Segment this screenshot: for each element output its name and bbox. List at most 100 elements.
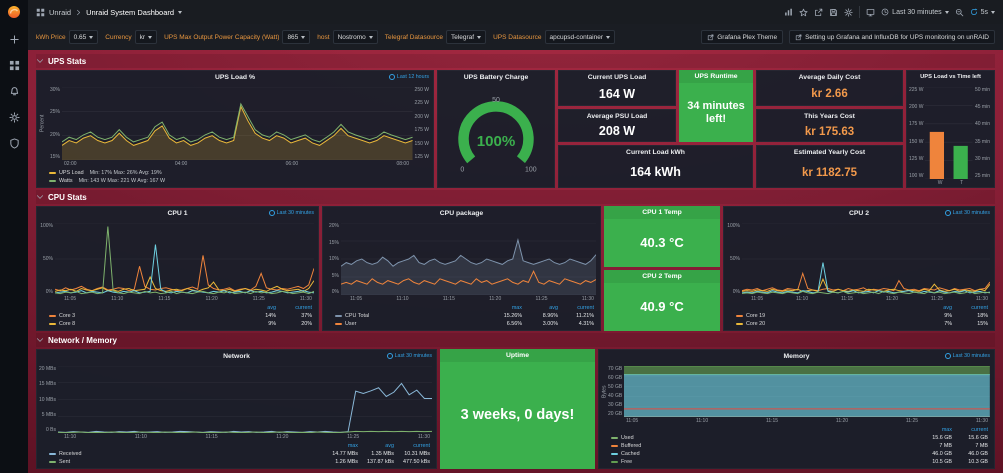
legend-column-header[interactable]: current	[413, 443, 430, 449]
y-tick: 10 MBs	[39, 396, 56, 403]
row-header-network-memory[interactable]: Network / Memory	[36, 333, 995, 347]
panel-title[interactable]: Current UPS Load	[587, 74, 647, 81]
legend-item[interactable]: Buffered 7 MB 7 MB	[611, 442, 988, 450]
row-header-ups-stats[interactable]: UPS Stats	[36, 54, 995, 68]
legend-value: 14%	[265, 313, 276, 319]
x-tick: 11:20	[885, 296, 899, 302]
panel-title[interactable]: UPS Load vs Time left	[920, 74, 981, 80]
legend-value: 1.26 MBs	[335, 459, 358, 465]
panel-title[interactable]: This Years Cost	[804, 113, 855, 120]
save-icon[interactable]	[829, 8, 838, 17]
sidebar-item-create[interactable]	[0, 28, 28, 50]
legend-item[interactable]: CPU Total 15.26% 8.96% 11.21%	[335, 312, 594, 320]
y-tick: 225 W	[414, 100, 429, 107]
y-tick: 15 MBs	[39, 381, 56, 388]
legend-item[interactable]: Free 10.5 GB 10.3 GB	[611, 458, 988, 466]
share-icon[interactable]	[814, 8, 823, 17]
panel-title[interactable]: Current Load kWh	[626, 149, 685, 156]
link-grafana-plex-theme[interactable]: Grafana Plex Theme	[701, 30, 784, 44]
legend-item[interactable]: User 6.56% 3.00% 4.31%	[335, 320, 594, 328]
time-range-picker[interactable]: Last 30 minutes	[881, 8, 949, 16]
link-ups-monitoring-guide[interactable]: Setting up Grafana and InfluxDB for UPS …	[789, 30, 995, 44]
variable-value-dropdown[interactable]: apcupsd-container	[544, 30, 615, 44]
y-tick: 200 W	[414, 113, 429, 120]
x-tick: 11:15	[205, 434, 218, 440]
panel-title[interactable]: CPU package	[439, 210, 484, 217]
x-axis-labels: 11:05 11:10 11:15 11:20 11:25 11:30	[37, 295, 318, 303]
breadcrumb-dashboard-title[interactable]: Unraid System Dashboard	[86, 7, 175, 17]
panel-cpu-1-temp: CPU 1 Temp 40.3 °C	[604, 206, 720, 267]
series-stats: Min: 17% Max: 26% Avg: 19%	[89, 170, 162, 176]
variable-value-dropdown[interactable]: Nostromo	[332, 30, 378, 44]
legend-item[interactable]: Cached 46.0 GB 46.0 GB	[611, 450, 988, 458]
chevron-down-icon	[36, 336, 44, 344]
legend-column-header[interactable]: avg	[267, 305, 276, 311]
panel-title[interactable]: CPU 2 Temp	[604, 270, 720, 283]
x-tick: 11:20	[489, 296, 502, 302]
legend-column-header[interactable]: current	[295, 305, 312, 311]
legend-column-header[interactable]: max	[511, 305, 522, 311]
refresh-picker[interactable]: 5s	[970, 8, 995, 16]
panel-title[interactable]: Average Daily Cost	[798, 74, 861, 81]
legend-column-header[interactable]: max	[347, 443, 358, 449]
dashboard-dropdown-caret[interactable]	[178, 10, 183, 14]
panel-title[interactable]: Memory	[783, 353, 810, 360]
variable-value-dropdown[interactable]: 0.65	[68, 30, 99, 44]
panel-title[interactable]: Estimated Yearly Cost	[793, 149, 866, 156]
variable-value-dropdown[interactable]: Telegraf	[445, 30, 487, 44]
y-tick: 0%	[45, 289, 53, 295]
dashboards-icon	[9, 60, 20, 71]
dashboard-settings-icon[interactable]	[844, 7, 853, 17]
panel-title[interactable]: Average PSU Load	[586, 113, 648, 120]
legend-column-header[interactable]: current	[971, 427, 988, 433]
panel-title[interactable]: CPU 2	[848, 210, 870, 217]
legend-item[interactable]: UPS Load Min: 17% Max: 26% Avg: 19%	[49, 169, 427, 177]
legend-column-header[interactable]: max	[941, 427, 952, 433]
panel-title[interactable]: Uptime	[440, 349, 595, 362]
plot-area	[624, 366, 990, 417]
legend-item[interactable]: Core 20 7% 15%	[736, 320, 988, 328]
panel-title[interactable]: Network	[223, 353, 250, 360]
y-tick: 40 GB	[608, 393, 623, 399]
legend-item[interactable]: Core 3 14% 37%	[49, 312, 312, 320]
cycle-view-icon[interactable]	[866, 8, 875, 17]
link-label: Setting up Grafana and InfluxDB for UPS …	[805, 33, 989, 41]
legend-item[interactable]: Watts Min: 143 W Max: 221 W Avg: 167 W	[49, 177, 427, 185]
panel-title[interactable]: CPU 1 Temp	[604, 206, 720, 219]
add-panel-icon[interactable]	[784, 8, 793, 17]
sidebar-item-configuration[interactable]	[0, 106, 28, 128]
x-tick: 11:25	[930, 296, 944, 302]
legend-value: 7%	[944, 321, 952, 327]
y-axis-labels: 100% 50% 0%	[39, 223, 55, 295]
panel-title[interactable]: UPS Runtime	[679, 70, 753, 83]
legend-item[interactable]: Sent 1.26 MBs 137.87 kBs 477.50 kBs	[49, 458, 430, 466]
panel-title[interactable]: UPS Load %	[214, 74, 256, 81]
row-header-cpu-stats[interactable]: CPU Stats	[36, 190, 995, 204]
variable-value-dropdown[interactable]: kr	[134, 30, 158, 44]
legend-value-cols: 9% 18%	[916, 313, 988, 319]
series-color-dash	[736, 315, 743, 317]
sidebar-item-help[interactable]	[0, 132, 28, 154]
legend-item[interactable]: Used 15.6 GB 15.6 GB	[611, 434, 988, 442]
sidebar-item-alerting[interactable]	[0, 80, 28, 102]
legend-column-header[interactable]: avg	[943, 305, 952, 311]
svg-text:100: 100	[525, 166, 537, 173]
legend-column-header[interactable]: current	[577, 305, 594, 311]
legend-item[interactable]: Core 8 9% 20%	[49, 320, 312, 328]
legend-column-header[interactable]: avg	[549, 305, 558, 311]
star-icon[interactable]	[799, 8, 808, 17]
variable-value-dropdown[interactable]: 865	[282, 30, 311, 44]
breadcrumb-folder[interactable]: Unraid	[49, 7, 72, 17]
legend-item[interactable]: Core 19 9% 18%	[736, 312, 988, 320]
zoom-out-icon[interactable]	[955, 8, 964, 17]
legend-value: 15.6 GB	[932, 435, 952, 441]
panel-title[interactable]: UPS Battery Charge	[463, 74, 529, 81]
panel-title[interactable]: CPU 1	[167, 210, 188, 217]
legend-column-header[interactable]: avg	[385, 443, 394, 449]
series-color-dash	[611, 445, 618, 447]
legend-column-header[interactable]: current	[971, 305, 988, 311]
legend-item[interactable]: Received 14.77 MBs 1.35 MBs 10.31 MBs	[49, 450, 430, 458]
x-tick: 11:10	[396, 296, 409, 302]
grafana-logo[interactable]	[0, 0, 28, 24]
sidebar-item-dashboards[interactable]	[0, 54, 28, 76]
